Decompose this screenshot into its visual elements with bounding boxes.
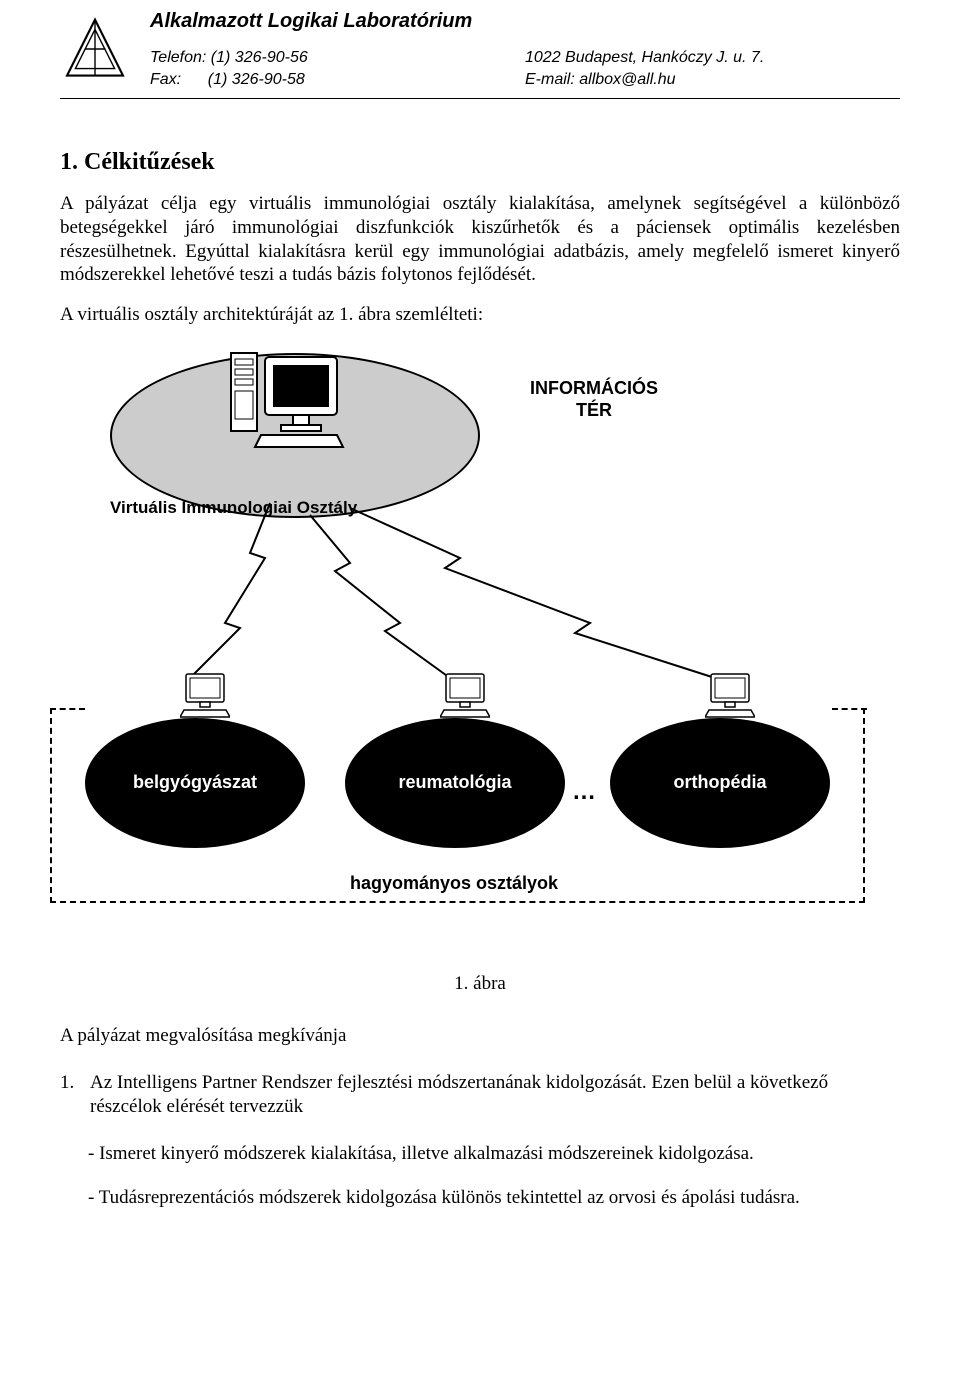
dash-item-2: - Tudásreprezentációs módszerek kidolgoz… [88,1186,900,1210]
figure-caption: 1. ábra [60,973,900,995]
traditional-depts-label: hagyományos osztályok [350,873,558,894]
dept-ellipse: reumatológia [345,718,565,848]
fax-line: Fax: (1) 326-90-58 [150,69,488,91]
virtual-dept-label: Virtuális Immunologiai Osztály [110,498,357,518]
architecture-diagram: INFORMÁCIÓS TÉR Virtuális Immunologiai O… [50,343,870,963]
section-title: 1. Célkitűzések [60,149,900,176]
list-intro: A pályázat megvalósítása megkívánja [60,1025,900,1047]
paragraph-2: A virtuális osztály architektúráját az 1… [60,303,900,327]
terminal-icon [705,672,755,718]
numbered-item-1: 1. Az Intelligens Partner Rendszer fejle… [60,1071,900,1119]
email-line: E-mail: allbox@all.hu [525,69,900,91]
dept-ellipse: belgyógyászat [85,718,305,848]
header-divider [60,98,900,99]
letterhead: Alkalmazott Logikai Laboratórium Telefon… [60,10,900,90]
computer-icon [225,343,345,453]
dept-ellipse: orthopédia [610,718,830,848]
departments-group: belgyógyászat reumatológia … orthopédia … [50,678,870,908]
info-space-label: INFORMÁCIÓS TÉR [530,378,658,421]
logo-icon [60,14,130,84]
paragraph-1: A pályázat célja egy virtuális immunológ… [60,192,900,287]
phone-line: Telefon: (1) 326-90-56 [150,47,488,69]
terminal-icon [440,672,490,718]
terminal-icon [180,672,230,718]
address-line: 1022 Budapest, Hankóczy J. u. 7. [525,47,900,69]
org-name: Alkalmazott Logikai Laboratórium [150,10,900,33]
ellipsis-dots: … [572,778,602,806]
dash-item-1: - Ismeret kinyerő módszerek kialakítása,… [88,1142,900,1166]
